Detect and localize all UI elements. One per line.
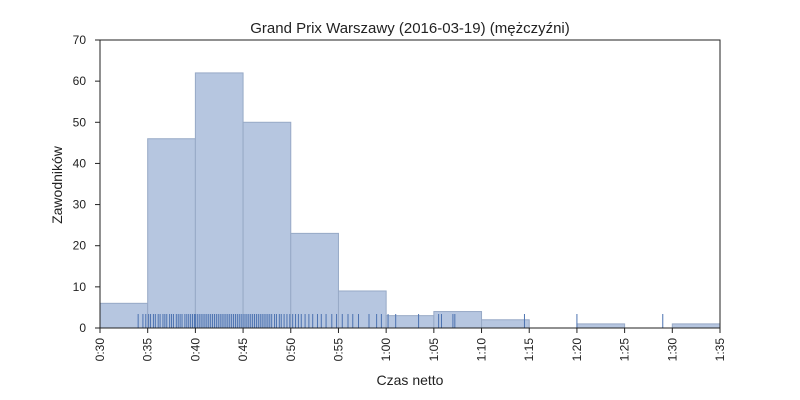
histogram-bar (290, 232, 339, 329)
y-tick-label: 40 (73, 156, 87, 170)
histogram-bar (576, 323, 626, 329)
plot-frame (99, 39, 721, 329)
x-tick-label: 1:15 (522, 338, 536, 362)
x-tick-label: 1:25 (618, 338, 632, 362)
x-tick-label: 1:10 (475, 338, 489, 362)
chart-title: Grand Prix Warszawy (2016-03-19) (mężczy… (250, 20, 570, 37)
y-tick-label: 60 (73, 74, 87, 88)
x-tick-label: 1:30 (665, 338, 679, 362)
x-axis-ticks: 0:30 0:35 0:40 0:45 0:50 0:55 1:00 1:05 1:10 1:15… (93, 328, 727, 361)
x-tick-label: 0:35 (141, 338, 155, 362)
x-tick-label: 1:00 (379, 338, 393, 362)
y-axis-label: Zawodników (49, 145, 65, 224)
x-tick-label: 1:05 (427, 338, 441, 362)
y-tick-label: 70 (73, 33, 87, 47)
histogram-bar (99, 302, 149, 329)
x-tick-label: 0:45 (236, 338, 250, 362)
y-axis-ticks: 0 10 20 30 40 50 60 70 (73, 33, 100, 335)
histogram-bar (147, 138, 196, 329)
y-tick-label: 30 (73, 198, 87, 212)
y-tick-label: 0 (79, 321, 86, 335)
x-tick-label: 0:40 (188, 338, 202, 362)
x-tick-label: 1:20 (570, 338, 584, 362)
x-tick-label: 0:50 (284, 338, 298, 362)
histogram-bar (337, 290, 387, 329)
histogram-bar (671, 323, 721, 329)
histogram-bar (194, 72, 244, 329)
histogram-bar (481, 319, 530, 329)
histogram-bar (242, 121, 292, 329)
y-tick-label: 50 (73, 115, 87, 129)
x-tick-label: 1:35 (713, 338, 727, 362)
y-tick-label: 20 (73, 239, 87, 253)
bars-layer (99, 72, 721, 329)
x-axis-label: Czas netto (377, 372, 444, 388)
y-tick-label: 10 (73, 280, 87, 294)
x-tick-label: 0:55 (331, 338, 345, 362)
histogram-bar (385, 315, 435, 329)
rug-layer (137, 314, 664, 328)
x-tick-label: 0:30 (93, 338, 107, 362)
